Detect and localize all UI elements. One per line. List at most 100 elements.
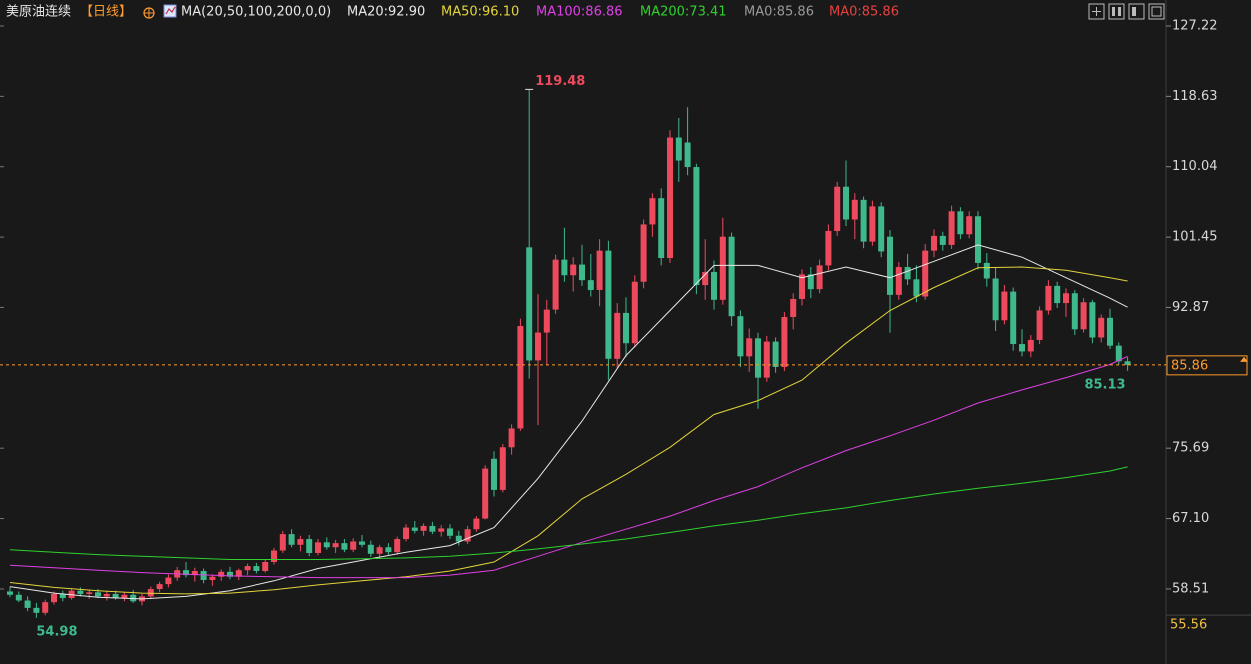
indicator-icon[interactable]	[163, 4, 177, 18]
y-tick-label: 110.04	[1172, 159, 1218, 174]
candle-body	[1045, 285, 1052, 311]
last-low-label: 85.13	[1084, 377, 1125, 392]
candle-body	[834, 186, 841, 231]
y-tick-label: 58.51	[1172, 581, 1209, 596]
candle-body	[579, 264, 585, 281]
candle-body	[939, 235, 946, 245]
candle-body	[103, 593, 110, 597]
tool-button[interactable]	[1148, 3, 1165, 20]
candle-body	[684, 142, 691, 168]
candle-body	[112, 593, 119, 599]
candle-body	[1036, 310, 1043, 340]
candle-body	[878, 206, 885, 252]
candle-body	[1071, 293, 1078, 330]
legend-entry: MA0:85.86	[829, 5, 899, 20]
candle-body	[948, 211, 955, 245]
candle-body	[895, 267, 902, 295]
candle-body	[59, 593, 66, 599]
candle-body	[42, 602, 49, 613]
legend-entry: MA200:73.41	[640, 5, 727, 20]
candle-body	[1054, 285, 1061, 304]
candle-body	[429, 525, 436, 532]
y-tick-label: 101.45	[1172, 230, 1218, 245]
candle-body	[385, 547, 392, 553]
candle-body	[297, 539, 304, 545]
candle-body	[235, 570, 242, 577]
candle-body	[561, 259, 568, 276]
candle-body	[130, 594, 137, 602]
candle-body	[966, 216, 973, 235]
candle-body	[464, 529, 471, 542]
candle-body	[33, 607, 40, 613]
indicator-params: MA(20,50,100,200,0,0)	[181, 5, 331, 20]
candle-body	[455, 535, 462, 542]
candle-body	[508, 428, 515, 448]
candle-body	[543, 309, 550, 333]
high-label: 119.48	[535, 74, 585, 89]
candle-body	[781, 317, 788, 367]
candle-body	[913, 279, 920, 297]
candle-body	[218, 571, 225, 577]
tool-button[interactable]	[1108, 3, 1125, 20]
candle-body	[411, 527, 418, 531]
candle-body	[447, 528, 453, 536]
candle-body	[763, 341, 770, 378]
y-tick-label: 92.87	[1172, 300, 1209, 315]
candle-body	[95, 592, 101, 597]
candle-body	[983, 262, 990, 279]
candle-body	[887, 236, 893, 295]
candle-body	[631, 281, 638, 344]
candle-body	[605, 250, 612, 359]
candle-body	[15, 594, 22, 601]
ma-line	[9, 355, 1128, 579]
candle-body	[315, 542, 321, 553]
tool-button[interactable]	[1088, 3, 1105, 20]
candle-body	[904, 267, 911, 280]
bottom-price: 55.56	[1170, 618, 1207, 633]
candle-body	[799, 274, 805, 299]
candle-body	[843, 186, 849, 220]
candle-body	[1115, 345, 1122, 362]
candle-body	[675, 137, 682, 161]
candle-body	[552, 259, 559, 310]
candle-body	[658, 198, 665, 259]
candle-body	[499, 447, 506, 490]
candle-body	[860, 199, 867, 242]
tool-button[interactable]	[1128, 3, 1145, 20]
candle-body	[1063, 293, 1069, 304]
ma-line	[9, 266, 1128, 595]
candle-body	[51, 593, 57, 603]
candle-body	[438, 528, 445, 532]
candle-body	[473, 518, 480, 530]
y-tick-label: 118.63	[1172, 89, 1218, 104]
candle-body	[746, 338, 753, 357]
add-icon[interactable]	[143, 7, 155, 19]
candle-body	[649, 198, 656, 225]
candle-body	[183, 570, 189, 576]
candle-body	[702, 271, 709, 286]
candle-body	[623, 312, 629, 344]
candle-body	[772, 341, 779, 367]
candle-body	[341, 543, 348, 550]
candle-body	[957, 211, 964, 235]
candle-body	[1089, 302, 1096, 338]
legend-entry: MA50:96.10	[441, 5, 519, 20]
candle-body	[279, 534, 286, 551]
toolbar	[1088, 3, 1165, 20]
candle-body	[931, 235, 937, 251]
candle-body	[350, 541, 357, 550]
candle-body	[790, 298, 797, 318]
candle-body	[711, 271, 717, 300]
y-tick-label: 67.10	[1172, 511, 1209, 526]
candle-body	[816, 265, 823, 290]
candle-body	[244, 566, 251, 571]
candle-body	[165, 577, 172, 585]
candle-body	[737, 316, 744, 357]
candle-body	[825, 230, 832, 266]
candle-body	[24, 600, 31, 608]
legend-entry: MA20:92.90	[347, 5, 425, 20]
candle-body	[288, 534, 295, 545]
candle-body	[262, 561, 269, 572]
candle-body	[1098, 317, 1105, 338]
